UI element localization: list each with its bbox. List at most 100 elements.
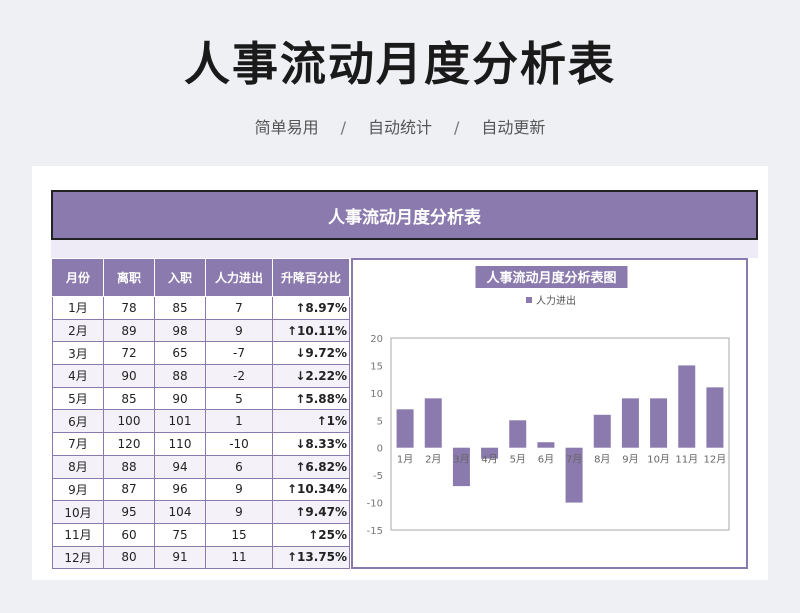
bar-4 (481, 447, 499, 459)
col-header-leave[interactable]: 离职 (103, 258, 155, 297)
cell-month[interactable]: 1月 (52, 296, 104, 320)
col-header-net[interactable]: 人力进出 (205, 258, 273, 297)
cell-join[interactable]: 94 (154, 454, 206, 479)
bar-8 (593, 414, 611, 448)
chart-title-bg (475, 266, 628, 288)
cell-leave[interactable]: 87 (103, 477, 155, 502)
cell-pct[interactable]: ↑25% (272, 522, 350, 547)
cell-leave[interactable]: 89 (103, 318, 155, 343)
cell-leave[interactable]: 60 (103, 522, 155, 547)
cell-month[interactable]: 4月 (52, 364, 104, 388)
cell-month[interactable]: 12月 (52, 545, 104, 570)
cell-pct[interactable]: ↓8.33% (272, 432, 350, 456)
tag-auto-stats: 自动统计 (367, 118, 432, 137)
table-row: 9月 87 96 9 ↑10.34% (52, 477, 350, 502)
table-row: 8月 88 94 6 ↑6.82% (52, 454, 350, 479)
x-tick-label: 7月 (566, 454, 582, 466)
plot-area (390, 337, 730, 531)
tag-easy: 简单易用 (254, 118, 319, 137)
bar-1 (396, 409, 414, 448)
table-row: 6月 100 101 1 ↑1% (52, 409, 350, 434)
bar-3 (452, 447, 470, 487)
cell-net[interactable]: 7 (205, 296, 273, 320)
cell-net[interactable]: -7 (205, 341, 273, 366)
cell-pct[interactable]: ↑9.47% (272, 500, 350, 524)
cell-pct[interactable]: ↑5.88% (272, 386, 350, 411)
cell-pct[interactable]: ↑6.82% (272, 454, 350, 479)
cell-join[interactable]: 98 (154, 318, 206, 343)
sheet-header[interactable]: 人事流动月度分析表 (51, 190, 758, 240)
cell-pct[interactable]: ↑1% (272, 409, 350, 434)
cell-month[interactable]: 5月 (52, 386, 104, 411)
col-header-pct[interactable]: 升降百分比 (272, 258, 350, 297)
cell-pct[interactable]: ↑10.34% (272, 477, 350, 502)
cell-month[interactable]: 3月 (52, 341, 104, 366)
x-tick-label: 5月 (510, 454, 526, 466)
cell-leave[interactable]: 80 (103, 545, 155, 570)
cell-month[interactable]: 2月 (52, 318, 104, 343)
col-header-month[interactable]: 月份 (52, 258, 104, 297)
tag-separator: / (340, 118, 346, 137)
cell-net[interactable]: 9 (205, 500, 273, 524)
personnel-table: 月份 离职 入职 人力进出 升降百分比 1月 78 85 7 ↑8.97% 2月 89 98 9… (52, 258, 350, 570)
cell-leave[interactable]: 85 (103, 386, 155, 411)
cell-join[interactable]: 65 (154, 341, 206, 366)
cell-net[interactable]: 11 (205, 545, 273, 570)
cell-month[interactable]: 6月 (52, 409, 104, 434)
cell-net[interactable]: -10 (205, 432, 273, 456)
cell-net[interactable]: 15 (205, 522, 273, 547)
cell-leave[interactable]: 90 (103, 364, 155, 388)
legend-label: 人力进出 (536, 294, 576, 307)
feature-tags: 简单易用 / 自动统计 / 自动更新 (0, 114, 800, 138)
cell-net[interactable]: 9 (205, 318, 273, 343)
cell-net[interactable]: 5 (205, 386, 273, 411)
cell-join[interactable]: 88 (154, 364, 206, 388)
cell-leave[interactable]: 78 (103, 296, 155, 320)
cell-join[interactable]: 91 (154, 545, 206, 570)
cell-join[interactable]: 75 (154, 522, 206, 547)
x-tick-label: 9月 (622, 454, 638, 466)
y-tick-label: 20 (370, 334, 383, 345)
cell-pct[interactable]: ↑10.11% (272, 318, 350, 343)
cell-join[interactable]: 85 (154, 296, 206, 320)
y-tick-label: 15 (370, 361, 383, 372)
cell-join[interactable]: 90 (154, 386, 206, 411)
chart-title: 人事流动月度分析表图 (486, 270, 616, 286)
cell-join[interactable]: 110 (154, 432, 206, 456)
cell-join[interactable]: 96 (154, 477, 206, 502)
chart-panel[interactable]: 人事流动月度分析表图 人力进出 -15 -10 -5 0 5 10 15 20 1月 2月 3月 4月 5月… (351, 258, 748, 569)
cell-pct[interactable]: ↓9.72% (272, 341, 350, 366)
cell-leave[interactable]: 72 (103, 341, 155, 366)
table-row: 12月 80 91 11 ↑13.75% (52, 545, 350, 570)
y-tick-label: 5 (377, 416, 383, 427)
cell-join[interactable]: 104 (154, 500, 206, 524)
cell-leave[interactable]: 88 (103, 454, 155, 479)
x-tick-label: 2月 (425, 454, 441, 466)
table-header-row: 月份 离职 入职 人力进出 升降百分比 (52, 258, 350, 297)
cell-net[interactable]: 6 (205, 454, 273, 479)
x-tick-label: 4月 (481, 454, 497, 466)
cell-month[interactable]: 11月 (52, 522, 104, 547)
cell-month[interactable]: 7月 (52, 432, 104, 456)
cell-month[interactable]: 10月 (52, 500, 104, 524)
cell-net[interactable]: -2 (205, 364, 273, 388)
cell-pct[interactable]: ↓2.22% (272, 364, 350, 388)
cell-month[interactable]: 9月 (52, 477, 104, 502)
cell-month[interactable]: 8月 (52, 454, 104, 479)
cell-net[interactable]: 9 (205, 477, 273, 502)
legend-swatch (526, 297, 532, 303)
cell-pct[interactable]: ↑13.75% (272, 545, 350, 570)
cell-pct[interactable]: ↑8.97% (272, 296, 350, 320)
bar-7 (565, 447, 583, 503)
spreadsheet-card: 人事流动月度分析表 月份 离职 入职 人力进出 升降百分比 1月 78 85 7 ↑8.… (32, 166, 768, 580)
cell-leave[interactable]: 95 (103, 500, 155, 524)
table-row: 5月 85 90 5 ↑5.88% (52, 386, 350, 411)
bar-10 (650, 398, 668, 448)
cell-leave[interactable]: 100 (103, 409, 155, 434)
cell-leave[interactable]: 120 (103, 432, 155, 456)
x-tick-label: 1月 (397, 454, 413, 466)
x-tick-label: 10月 (647, 454, 670, 466)
cell-join[interactable]: 101 (154, 409, 206, 434)
col-header-join[interactable]: 入职 (154, 258, 206, 297)
cell-net[interactable]: 1 (205, 409, 273, 434)
